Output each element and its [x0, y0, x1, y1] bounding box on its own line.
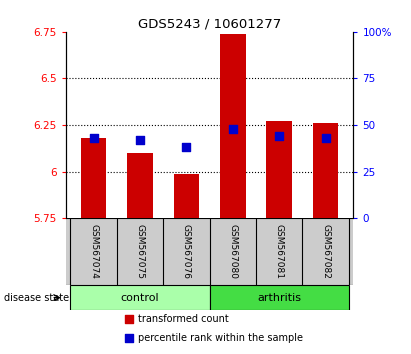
Text: GSM567076: GSM567076	[182, 224, 191, 279]
Point	[229, 126, 236, 132]
Bar	[70, 285, 210, 310]
Bar	[81, 138, 106, 218]
Bar	[210, 285, 349, 310]
Text: GSM567080: GSM567080	[229, 224, 237, 279]
Bar	[266, 121, 292, 218]
Text: GSM567074: GSM567074	[89, 224, 98, 279]
Point	[126, 316, 132, 322]
Text: GSM567075: GSM567075	[136, 224, 145, 279]
Text: percentile rank within the sample: percentile rank within the sample	[138, 333, 302, 343]
Point	[137, 137, 143, 143]
Point	[183, 145, 190, 150]
Text: disease state: disease state	[4, 293, 69, 303]
Text: transformed count: transformed count	[138, 314, 229, 325]
Point	[126, 335, 132, 341]
Title: GDS5243 / 10601277: GDS5243 / 10601277	[138, 18, 281, 31]
Point	[276, 133, 282, 139]
Bar	[127, 153, 153, 218]
Bar	[220, 34, 246, 218]
Point	[322, 135, 329, 141]
Text: control: control	[121, 293, 159, 303]
Text: arthritis: arthritis	[257, 293, 301, 303]
Bar	[313, 123, 338, 218]
Text: GSM567081: GSM567081	[275, 224, 284, 279]
Text: GSM567082: GSM567082	[321, 224, 330, 279]
Bar	[174, 173, 199, 218]
Point	[90, 135, 97, 141]
